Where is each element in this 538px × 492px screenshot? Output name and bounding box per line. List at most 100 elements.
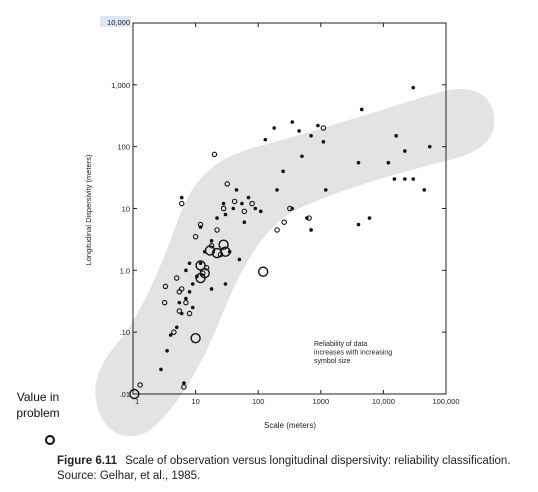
data-point-open-large — [129, 388, 140, 400]
data-point-open-small — [174, 275, 180, 281]
data-point-filled — [177, 300, 182, 305]
figure-label: Figure 6.11 — [57, 455, 118, 467]
data-point-filled — [356, 160, 361, 165]
data-point-open-large — [220, 246, 231, 257]
data-point-filled — [182, 381, 186, 385]
data-point-filled — [198, 261, 203, 266]
data-point-open-large — [204, 245, 216, 256]
data-point-filled — [246, 195, 251, 200]
x-tick-labels: 1 10 100 1000 10,000 100,000 — [135, 397, 460, 406]
y-tick-label: 10 — [122, 205, 130, 214]
data-point-filled — [316, 123, 320, 128]
data-point-open-small — [137, 382, 143, 388]
reliability-annotation: Reliability of data increases with increa… — [314, 341, 392, 365]
figure-caption: Figure 6.11 Scale of observation versus l… — [57, 454, 527, 484]
data-point-open-small — [162, 283, 169, 290]
y-tick-label: 1,000 — [111, 81, 130, 90]
data-point-filled — [411, 85, 416, 90]
data-point-filled — [242, 220, 247, 225]
data-point-open-large — [257, 266, 269, 277]
value-in-problem-marker — [45, 435, 55, 445]
data-point-open-small — [274, 227, 280, 233]
y-tick-labels: .01 .10 1.0 10 100 1,000 10,000 — [100, 16, 131, 399]
data-point-filled — [427, 144, 432, 149]
data-point-filled — [392, 177, 397, 181]
y-tick-label: .01 — [120, 390, 130, 399]
data-point-filled — [297, 129, 301, 133]
data-point-filled — [275, 188, 279, 192]
data-point-open-large — [218, 239, 229, 250]
data-point-filled — [309, 228, 313, 232]
data-point-filled — [359, 107, 364, 112]
caption-text: Scale of observation versus longitudinal… — [57, 455, 511, 482]
data-point-open-large — [199, 267, 210, 279]
data-point-filled — [258, 209, 263, 214]
y-tick-label: 1.0 — [120, 266, 130, 275]
data-point-filled — [263, 137, 268, 142]
data-point-filled — [281, 169, 285, 174]
data-point-open-small — [186, 310, 193, 317]
data-point-filled — [174, 325, 179, 330]
data-point-open-small — [287, 205, 293, 212]
data-point-filled — [321, 139, 326, 144]
data-point-filled — [223, 212, 228, 217]
data-point-filled — [253, 206, 258, 211]
reliability-band — [95, 89, 495, 437]
data-point-open-small — [241, 208, 248, 215]
data-point-filled — [386, 160, 391, 165]
y-tick-label: 100 — [117, 143, 130, 152]
data-points — [129, 85, 432, 400]
data-point-open-small — [192, 233, 199, 240]
data-point-filled — [300, 154, 304, 159]
data-point-filled — [187, 289, 192, 294]
data-point-filled — [165, 348, 169, 353]
x-tick-label: 1 — [135, 397, 139, 406]
data-point-filled — [190, 305, 195, 310]
data-point-filled — [234, 188, 239, 192]
data-point-open-small — [281, 219, 287, 225]
data-point-filled — [159, 367, 163, 372]
data-point-filled — [187, 261, 192, 266]
data-point-filled — [367, 216, 372, 220]
data-point-open-small — [320, 125, 327, 131]
y-axis-label: Longitudinal Dispersivity (meters) — [84, 154, 93, 265]
y-tick-highlight — [100, 16, 131, 27]
data-point-filled — [403, 149, 407, 153]
data-point-open-small — [224, 181, 230, 187]
data-point-filled — [403, 177, 407, 181]
data-point-open-small — [171, 329, 177, 335]
data-point-filled — [221, 201, 226, 206]
data-point-open-large — [190, 332, 201, 344]
y-tick-label: 10,000 — [107, 18, 130, 27]
data-point-filled — [309, 133, 313, 138]
data-point-open-small — [214, 227, 220, 233]
data-point-filled — [184, 268, 188, 273]
data-point-filled — [394, 133, 398, 138]
data-point-open-small — [178, 200, 185, 207]
x-tick-label: 10 — [191, 397, 199, 406]
x-tick-label: 10,000 — [372, 397, 395, 406]
data-point-filled — [168, 333, 173, 337]
axis-ticks — [132, 22, 447, 395]
data-point-open-small — [249, 200, 255, 207]
data-point-filled — [323, 188, 328, 192]
x-tick-label: 100,000 — [432, 397, 459, 406]
data-point-filled — [422, 188, 427, 192]
x-axis-label: Scale (meters) — [264, 421, 316, 430]
data-point-open-small — [231, 198, 238, 205]
data-point-filled — [290, 120, 295, 124]
data-point-filled — [356, 222, 361, 227]
data-point-open-small — [211, 151, 218, 158]
data-point-filled — [209, 287, 214, 291]
data-point-open-small — [306, 215, 312, 221]
data-point-filled — [237, 257, 242, 262]
data-point-filled — [231, 206, 236, 211]
data-point-filled — [184, 296, 188, 301]
data-point-filled — [240, 201, 244, 206]
data-point-open-small — [161, 299, 168, 306]
y-tick-label: .10 — [120, 328, 130, 337]
data-point-filled — [215, 216, 219, 220]
data-point-open-small — [178, 286, 185, 292]
data-point-open-small — [176, 308, 183, 314]
